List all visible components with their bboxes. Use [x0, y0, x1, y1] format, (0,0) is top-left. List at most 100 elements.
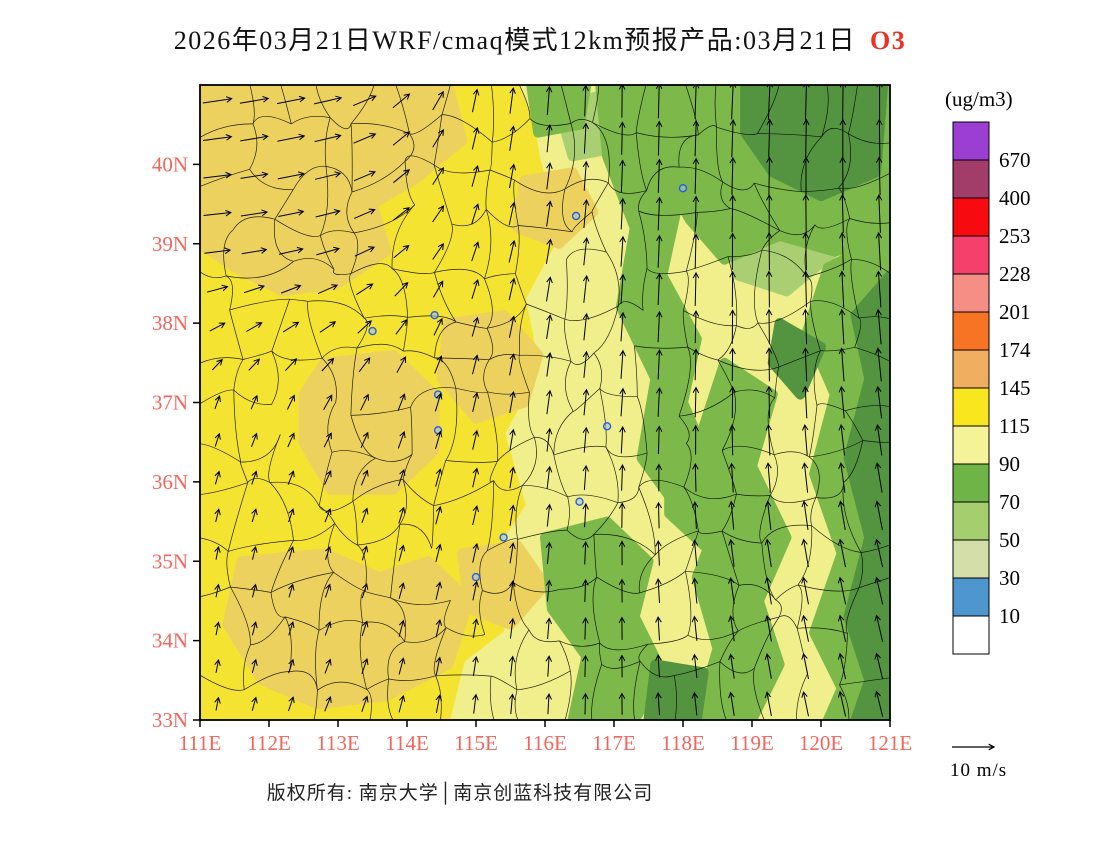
wind-arrow	[354, 246, 376, 257]
boundary-segment	[732, 585, 740, 632]
wind-arrow	[728, 538, 735, 567]
boundary-segment	[402, 479, 434, 507]
boundary-segment	[497, 436, 535, 462]
wind-arrow	[214, 658, 221, 673]
boundary-segment	[515, 225, 520, 274]
wind-arrow	[286, 394, 295, 410]
wind-arrow	[432, 243, 445, 260]
boundary-segment	[284, 616, 292, 672]
boundary-segment	[404, 161, 415, 205]
wind-arrow	[509, 542, 516, 564]
boundary-segment	[895, 488, 901, 542]
wind-arrow	[288, 583, 295, 598]
boundary-segment	[233, 389, 272, 405]
wind-arrow	[398, 544, 406, 562]
boundary-segment	[721, 530, 762, 544]
boundary-segment	[190, 319, 191, 369]
wind-arrow	[214, 470, 221, 485]
boundary-segment	[226, 261, 294, 279]
boundary-segment	[638, 190, 647, 212]
boundary-segment	[200, 357, 244, 364]
boundary-segment	[593, 534, 598, 578]
boundary-segment	[736, 322, 759, 329]
wind-arrow	[837, 576, 847, 605]
boundary-segment	[564, 259, 568, 320]
boundary-segment	[638, 210, 698, 216]
boundary-segment	[317, 681, 367, 691]
boundary-segment	[249, 169, 294, 190]
title-species: O3	[870, 26, 907, 55]
wind-arrow	[435, 505, 443, 525]
boundary-segment	[553, 410, 574, 455]
wind-arrow	[692, 424, 699, 455]
boundary-segment	[716, 126, 758, 135]
boundary-segment	[490, 675, 518, 691]
boundary-segment	[683, 486, 737, 500]
wind-arrow	[435, 581, 443, 600]
wind-arrow	[508, 201, 517, 226]
wind-arrow	[472, 392, 480, 413]
wind-scale: 10 m/s	[950, 743, 1006, 781]
boundary-segment	[896, 676, 901, 732]
wind-arrow	[251, 658, 258, 674]
boundary-segment	[564, 305, 619, 321]
boundary-segment	[685, 530, 699, 572]
boundary-segment	[433, 460, 447, 506]
wind-arrow	[509, 428, 516, 451]
boundary-segment	[352, 479, 404, 502]
wind-arrow	[472, 542, 479, 563]
boundary-segment	[806, 276, 813, 302]
wind-arrow	[546, 314, 553, 340]
boundary-segment	[291, 116, 331, 125]
wind-arrow	[875, 270, 883, 308]
boundary-segment	[683, 486, 699, 531]
boundary-segment	[390, 524, 401, 598]
boundary-segment	[366, 689, 372, 720]
boundary-segment	[315, 630, 320, 691]
wind-arrow	[545, 693, 552, 715]
boundary-segment	[356, 343, 404, 352]
boundary-segment	[839, 633, 848, 686]
wind-arrow	[837, 652, 847, 680]
wind-arrow	[251, 508, 258, 523]
boundary-segment	[769, 454, 778, 496]
city-marker	[575, 497, 584, 506]
boundary-segment	[854, 317, 862, 348]
boundary-segment	[522, 437, 537, 486]
field-region-khaki	[298, 349, 440, 495]
boundary-segment	[200, 389, 234, 405]
boundary-segment	[403, 350, 435, 359]
wind-arrow	[619, 311, 626, 342]
wind-arrow	[546, 200, 553, 227]
boundary-segment	[354, 204, 415, 234]
boundary-segment	[698, 530, 723, 534]
wind-arrow	[358, 357, 371, 373]
wind-arrow	[874, 500, 883, 530]
boundary-segment	[189, 73, 190, 145]
boundary-segment	[814, 218, 850, 229]
field-region-darkgreen	[767, 318, 826, 400]
boundary-segment	[409, 114, 443, 135]
wind-arrow	[472, 618, 479, 639]
boundary-segment	[565, 248, 607, 260]
boundary-segment	[316, 68, 376, 73]
boundary-segment	[647, 635, 689, 645]
wind-arrow	[435, 656, 442, 676]
wind-arrow	[319, 321, 337, 333]
boundary-segment	[775, 584, 799, 601]
boundary-segment	[774, 451, 810, 458]
boundary-segment	[455, 321, 488, 329]
wind-arrow	[582, 654, 589, 678]
boundary-segment	[634, 345, 688, 349]
wind-arrow	[801, 538, 809, 568]
wind-arrow	[729, 309, 736, 344]
legend-value: 253	[999, 224, 1031, 248]
boundary-segment	[489, 461, 498, 483]
boundary-segment	[862, 440, 890, 443]
x-tick-label: 115E	[454, 731, 498, 755]
boundary-segment	[719, 661, 755, 674]
boundary-segment	[271, 299, 290, 352]
boundary-segment	[560, 85, 572, 124]
boundary-segment	[810, 301, 821, 351]
wind-arrow	[546, 276, 553, 302]
